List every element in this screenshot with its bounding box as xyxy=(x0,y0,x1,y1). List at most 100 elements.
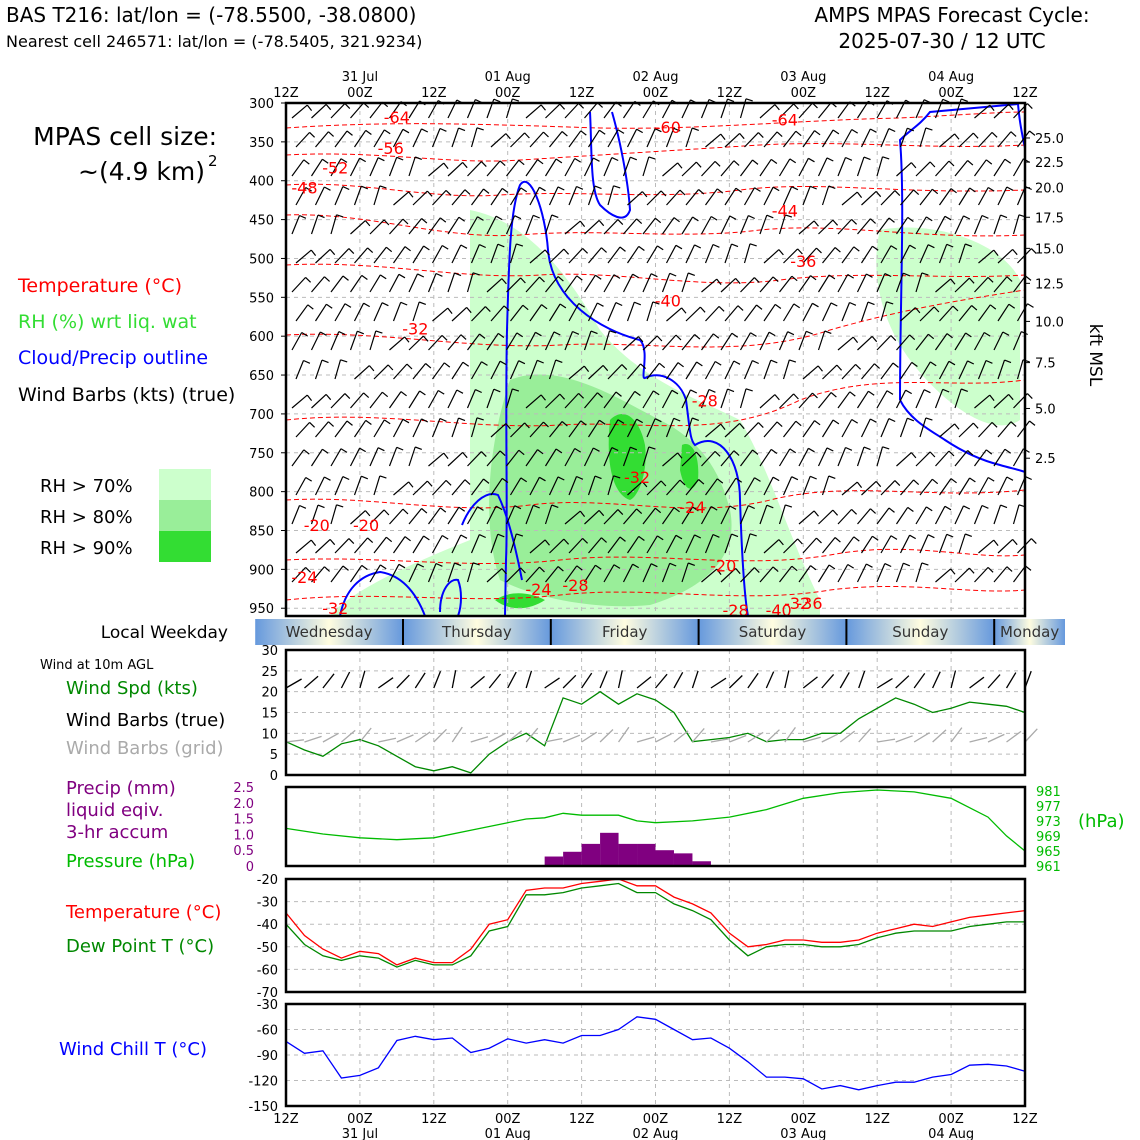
wind-barb-grid xyxy=(858,728,872,743)
wind-barb xyxy=(525,104,546,119)
wind-barb xyxy=(759,214,774,235)
wind-barb-grid xyxy=(636,736,655,743)
wind-barb xyxy=(510,132,530,148)
wind-barb xyxy=(876,507,895,525)
wind-barb xyxy=(408,273,425,293)
wind-barb xyxy=(973,331,991,351)
wind-barb xyxy=(701,568,722,583)
wind-barb xyxy=(1012,448,1030,467)
wind-barb xyxy=(880,128,896,148)
wind-barb-grid xyxy=(451,726,463,743)
wind-barb xyxy=(607,302,623,322)
wind-barb xyxy=(412,245,430,264)
wind-barb xyxy=(817,157,834,177)
temperature-contour xyxy=(285,183,1026,197)
wind-barb xyxy=(451,189,471,206)
wind-barb xyxy=(759,566,779,583)
wind-panel: 0 5 10 15 20 25 30 xyxy=(261,644,1038,784)
wind-barb xyxy=(681,506,699,525)
wind-barb xyxy=(896,162,917,177)
wind-barb xyxy=(334,420,353,438)
temperature-contour-label: -24 xyxy=(679,498,705,517)
cloud-outline xyxy=(461,493,523,581)
wind-barb xyxy=(763,359,778,380)
temperature-contour xyxy=(285,379,1026,427)
wind-barb xyxy=(315,538,336,554)
wind-barb xyxy=(934,388,950,409)
wind-barb xyxy=(388,446,404,467)
wind-barb xyxy=(821,419,840,438)
wind-barb xyxy=(763,131,783,148)
temperature-contour-label: -40 xyxy=(655,291,681,310)
wind-barb xyxy=(974,276,994,293)
wind-barb xyxy=(700,215,718,235)
wind-barb xyxy=(646,128,662,148)
wind-barb xyxy=(291,159,310,177)
wind-barb xyxy=(954,277,975,293)
wind-barb xyxy=(705,133,726,148)
top-date-label: 04 Aug xyxy=(928,70,974,85)
wind-barb xyxy=(763,539,784,554)
wind-barb xyxy=(1017,420,1036,438)
wind-barb xyxy=(915,506,933,525)
wind-barb xyxy=(587,475,602,496)
wind-barb xyxy=(564,220,586,235)
cell-size-exponent: 2 xyxy=(208,152,218,170)
wind-barb-grid xyxy=(673,730,689,743)
wind-barb xyxy=(525,331,542,351)
wind-barb xyxy=(974,394,995,409)
wind-barb xyxy=(529,186,546,206)
wind-barb xyxy=(564,102,585,119)
wind-barb xyxy=(997,359,1012,380)
weekday-cell xyxy=(994,619,1065,645)
wind-barb xyxy=(880,480,901,496)
wind-barb xyxy=(393,246,411,264)
wind-barb xyxy=(588,364,609,380)
wind-barb xyxy=(549,538,570,554)
wind-barb xyxy=(938,360,956,380)
wind-barb xyxy=(311,393,332,409)
wind-barb xyxy=(603,447,619,467)
wind-barb xyxy=(915,216,933,235)
wind-barb xyxy=(623,336,644,351)
wind-barb xyxy=(896,506,914,525)
wind-barb-grid xyxy=(803,736,821,743)
wind-barb xyxy=(783,538,803,554)
wind-barb xyxy=(661,272,677,293)
wind-barb xyxy=(701,278,722,293)
weekday-name: Sunday xyxy=(892,623,948,641)
legend-wind-barbs-true: Wind Barbs (true) xyxy=(66,710,225,731)
wind-barb xyxy=(315,248,336,264)
wind-barb xyxy=(958,422,979,438)
wind-barb xyxy=(295,476,313,496)
wind-barb xyxy=(782,303,801,322)
temperature-contour xyxy=(285,111,1026,129)
wind-barb xyxy=(798,447,815,467)
wind-barb xyxy=(466,562,480,583)
wind-barb xyxy=(817,330,832,351)
wind-barb xyxy=(564,330,580,351)
wind-barb xyxy=(350,564,368,583)
wind-barb xyxy=(642,390,660,409)
wind-barb xyxy=(798,565,817,583)
wind-barb-grid xyxy=(765,729,780,743)
wind-barb xyxy=(876,335,897,351)
wind-barb xyxy=(393,191,414,206)
precip-tick-label: 0.5 xyxy=(233,844,254,859)
wind-barb xyxy=(802,475,817,496)
wind-barb xyxy=(685,127,700,148)
wind-barb xyxy=(353,302,370,322)
wind-barb xyxy=(857,335,878,351)
wind-barb xyxy=(564,510,586,525)
wind-barb xyxy=(607,536,626,554)
wind-barb xyxy=(545,393,566,409)
wind-barb xyxy=(880,535,898,554)
wind-barb xyxy=(782,186,799,206)
precip-tick-label: 2.0 xyxy=(233,797,254,812)
wind-barb xyxy=(470,361,488,380)
top-hour-label: 12Z xyxy=(569,86,595,101)
weekday-name: Saturday xyxy=(739,623,807,641)
temperature-contour-label: -64 xyxy=(772,110,798,129)
wind-barb xyxy=(822,247,841,264)
wind-barb xyxy=(876,217,895,235)
